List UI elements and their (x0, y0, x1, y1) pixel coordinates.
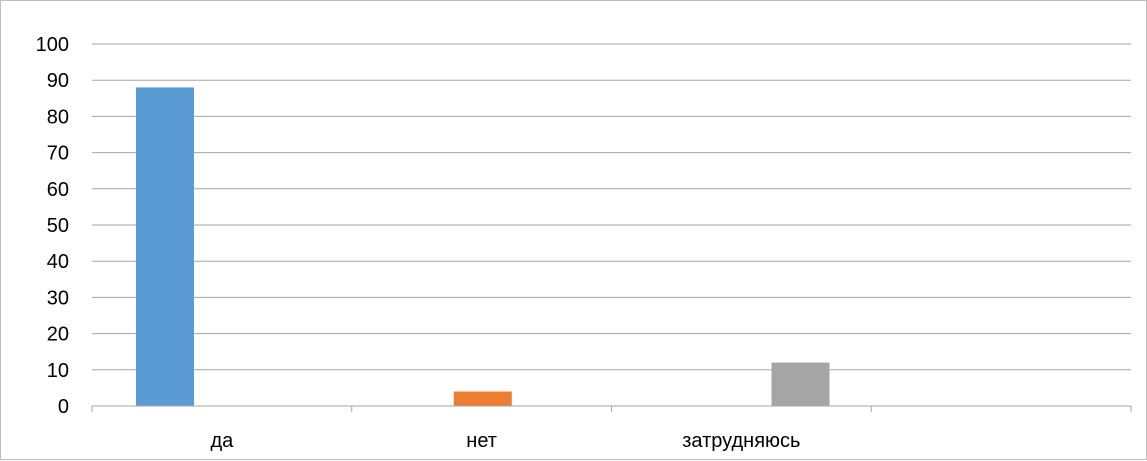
category-label: да (210, 430, 234, 452)
bar (136, 87, 194, 406)
y-tick-label: 20 (47, 324, 69, 346)
category-labels: да нет затрудняюсь (210, 430, 800, 452)
y-tick-label: 90 (47, 70, 69, 92)
y-tick-label: 100 (36, 34, 69, 56)
bars (136, 87, 830, 406)
y-tick-label: 10 (47, 360, 69, 382)
category-label: затрудняюсь (682, 430, 800, 452)
y-tick-label: 40 (47, 251, 69, 273)
y-tick-label: 50 (47, 215, 69, 237)
category-label: нет (466, 430, 497, 452)
y-tick-label: 30 (47, 287, 69, 309)
y-tick-label: 60 (47, 179, 69, 201)
y-tick-labels: 0 10 20 30 40 50 60 70 80 90 100 (36, 34, 69, 418)
y-tick-label: 80 (47, 106, 69, 128)
bar (771, 362, 830, 406)
gridlines (92, 43, 1131, 371)
y-tick-label: 0 (58, 396, 69, 418)
y-tick-label: 70 (47, 143, 69, 165)
bar (453, 391, 512, 406)
x-axis (91, 405, 1132, 412)
